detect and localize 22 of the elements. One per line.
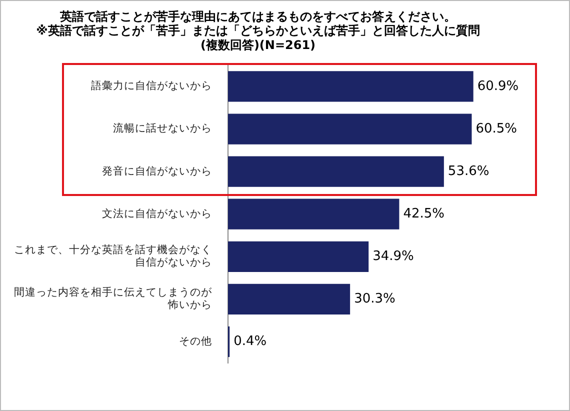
bar [228, 241, 369, 272]
data-label: 34.9% [372, 249, 414, 264]
bar [228, 284, 350, 314]
y-tick-label: その他 [179, 335, 212, 348]
bar [228, 156, 444, 187]
y-tick-label: 語彙力に自信がないから [91, 79, 212, 92]
bar [228, 114, 472, 144]
data-label: 30.3% [354, 292, 396, 307]
y-tick-label: 文法に自信がないから [102, 206, 212, 220]
chart-subtitle: ※英語で話すことが「苦手」または「どちらかといえば苦手」と回答した人に質問 (複数回答)(N=261) [36, 24, 480, 52]
chart-title: 英語で話すことが苦手な理由にあてはまるものをすべてお答えください。 [59, 9, 456, 24]
data-label: 60.9% [477, 78, 519, 94]
data-label: 42.5% [403, 206, 445, 222]
data-label: 53.6% [448, 164, 490, 179]
y-tick-label: 間違った内容を相手に伝えてしまうのが怖いから [14, 286, 213, 312]
bar [228, 198, 400, 230]
bar [228, 71, 474, 102]
data-label: 0.4% [234, 334, 267, 350]
y-tick-label: これまで、十分な英語を話す機会がなく自信がないから [14, 243, 212, 269]
data-label: 60.5% [476, 121, 518, 136]
y-tick-label: 発音に自信がないから [102, 164, 212, 178]
y-tick-label: 流暢に話せないから [113, 122, 212, 135]
